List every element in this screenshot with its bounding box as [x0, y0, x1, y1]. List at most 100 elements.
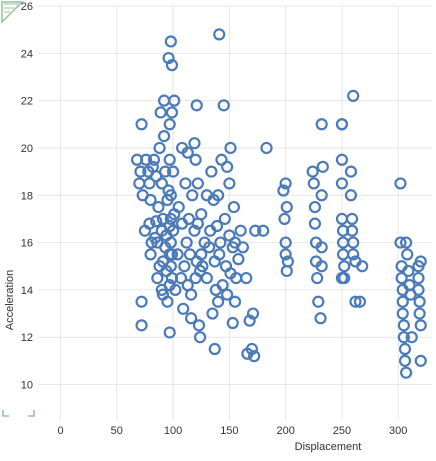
scatter-point — [135, 319, 148, 332]
scatter-point — [338, 260, 351, 273]
scatter-point — [243, 314, 256, 327]
scatter-point — [224, 141, 237, 155]
scatter-point — [189, 153, 202, 166]
scatter-point — [178, 260, 191, 273]
y-tick-label: 18 — [21, 190, 33, 202]
scatter-point — [223, 177, 236, 190]
scatter-point — [213, 28, 226, 41]
x-tick-label: 50 — [111, 425, 123, 437]
scatter-point — [163, 326, 176, 339]
scatter-point — [195, 208, 208, 221]
scatter-point — [186, 189, 199, 202]
scatter-point — [210, 219, 224, 233]
tick-labels: 0 50 100 150 200 250 300 10 12 14 16 18 20 22 24 26 — [21, 1, 408, 437]
scatter-point — [397, 331, 410, 344]
scatter-point — [345, 224, 359, 237]
scatter-point — [151, 271, 164, 285]
scatter-point — [150, 215, 163, 228]
scatter-point — [181, 146, 194, 159]
scatter-point — [260, 141, 273, 155]
scatter-point — [156, 212, 170, 226]
scatter-point — [159, 165, 172, 178]
scatter-point — [344, 189, 358, 202]
scatter-point — [135, 295, 148, 308]
x-tick-label: 100 — [164, 425, 182, 437]
scatter-point — [398, 342, 412, 356]
scatter-point — [312, 295, 325, 308]
scatter-point — [315, 241, 328, 254]
scatter-point — [212, 295, 225, 308]
scatter-point — [232, 253, 245, 266]
scatter-point — [413, 307, 426, 320]
y-tick-label: 26 — [21, 1, 33, 13]
scatter-point — [161, 295, 174, 308]
scatter-point — [213, 248, 226, 261]
scatter-point — [249, 224, 262, 237]
x-tick-label: 0 — [57, 425, 63, 437]
scatter-point — [315, 189, 328, 202]
scatter-point — [344, 165, 358, 178]
scatter-point — [144, 248, 157, 261]
scatter-point — [257, 224, 270, 237]
scatter-point — [191, 177, 204, 190]
scatter-point — [166, 224, 180, 237]
scatter-point — [307, 177, 320, 190]
scatter-point — [221, 288, 234, 301]
scatter-point — [248, 350, 261, 363]
x-tick-label: 150 — [220, 425, 238, 437]
scatter-point — [228, 295, 242, 308]
y-tick-label: 14 — [21, 285, 33, 297]
scatter-point — [165, 59, 179, 72]
x-tick-label: 300 — [389, 425, 407, 437]
scatter-point — [133, 177, 146, 190]
scatter-point — [171, 248, 184, 261]
y-tick-label: 10 — [21, 380, 33, 392]
scatter-point — [335, 118, 349, 131]
scatter-point — [174, 271, 188, 285]
scatter-point — [188, 137, 201, 150]
scatter-point — [246, 307, 260, 320]
scatter-point — [356, 260, 369, 273]
scatter-point — [190, 99, 203, 112]
scatter-point — [402, 264, 415, 278]
y-tick-label: 12 — [21, 332, 33, 344]
scatter-point — [315, 118, 328, 131]
scatter-point — [277, 184, 290, 197]
scatter-point — [349, 295, 362, 308]
scatter-point — [311, 271, 324, 285]
scatter-point — [316, 160, 329, 173]
scatter-point — [347, 236, 360, 249]
scatter-point — [227, 200, 240, 214]
top-left-corner-mark — [1, 1, 24, 24]
scatter-point — [400, 236, 413, 249]
scatter-point — [195, 248, 208, 261]
scatter-point — [347, 89, 360, 102]
scatter-point — [347, 248, 360, 261]
scatter-point — [188, 224, 201, 237]
scatter-point — [165, 248, 179, 261]
scatter-point — [279, 236, 292, 249]
scatter-point — [200, 271, 213, 285]
scatter-point — [414, 319, 427, 332]
scatter-point — [164, 236, 177, 249]
scatter-point — [279, 177, 292, 190]
scatter-point — [217, 99, 230, 112]
scatter-point — [152, 200, 165, 214]
scatter-point — [214, 236, 227, 249]
scatter-point — [143, 177, 156, 190]
scatter-point — [144, 193, 157, 207]
scatter-point — [308, 200, 322, 214]
scatter-point — [205, 165, 218, 178]
scatter-point — [168, 94, 181, 107]
scatter-point — [398, 354, 412, 367]
scatter-point — [405, 331, 418, 344]
y-tick-label: 16 — [21, 238, 33, 250]
scatter-point — [216, 279, 229, 292]
scatter-point — [308, 217, 322, 230]
scatter-point — [240, 271, 253, 285]
scatter-point — [184, 288, 198, 301]
scatter-point — [281, 255, 295, 268]
scatter-point — [218, 212, 231, 226]
